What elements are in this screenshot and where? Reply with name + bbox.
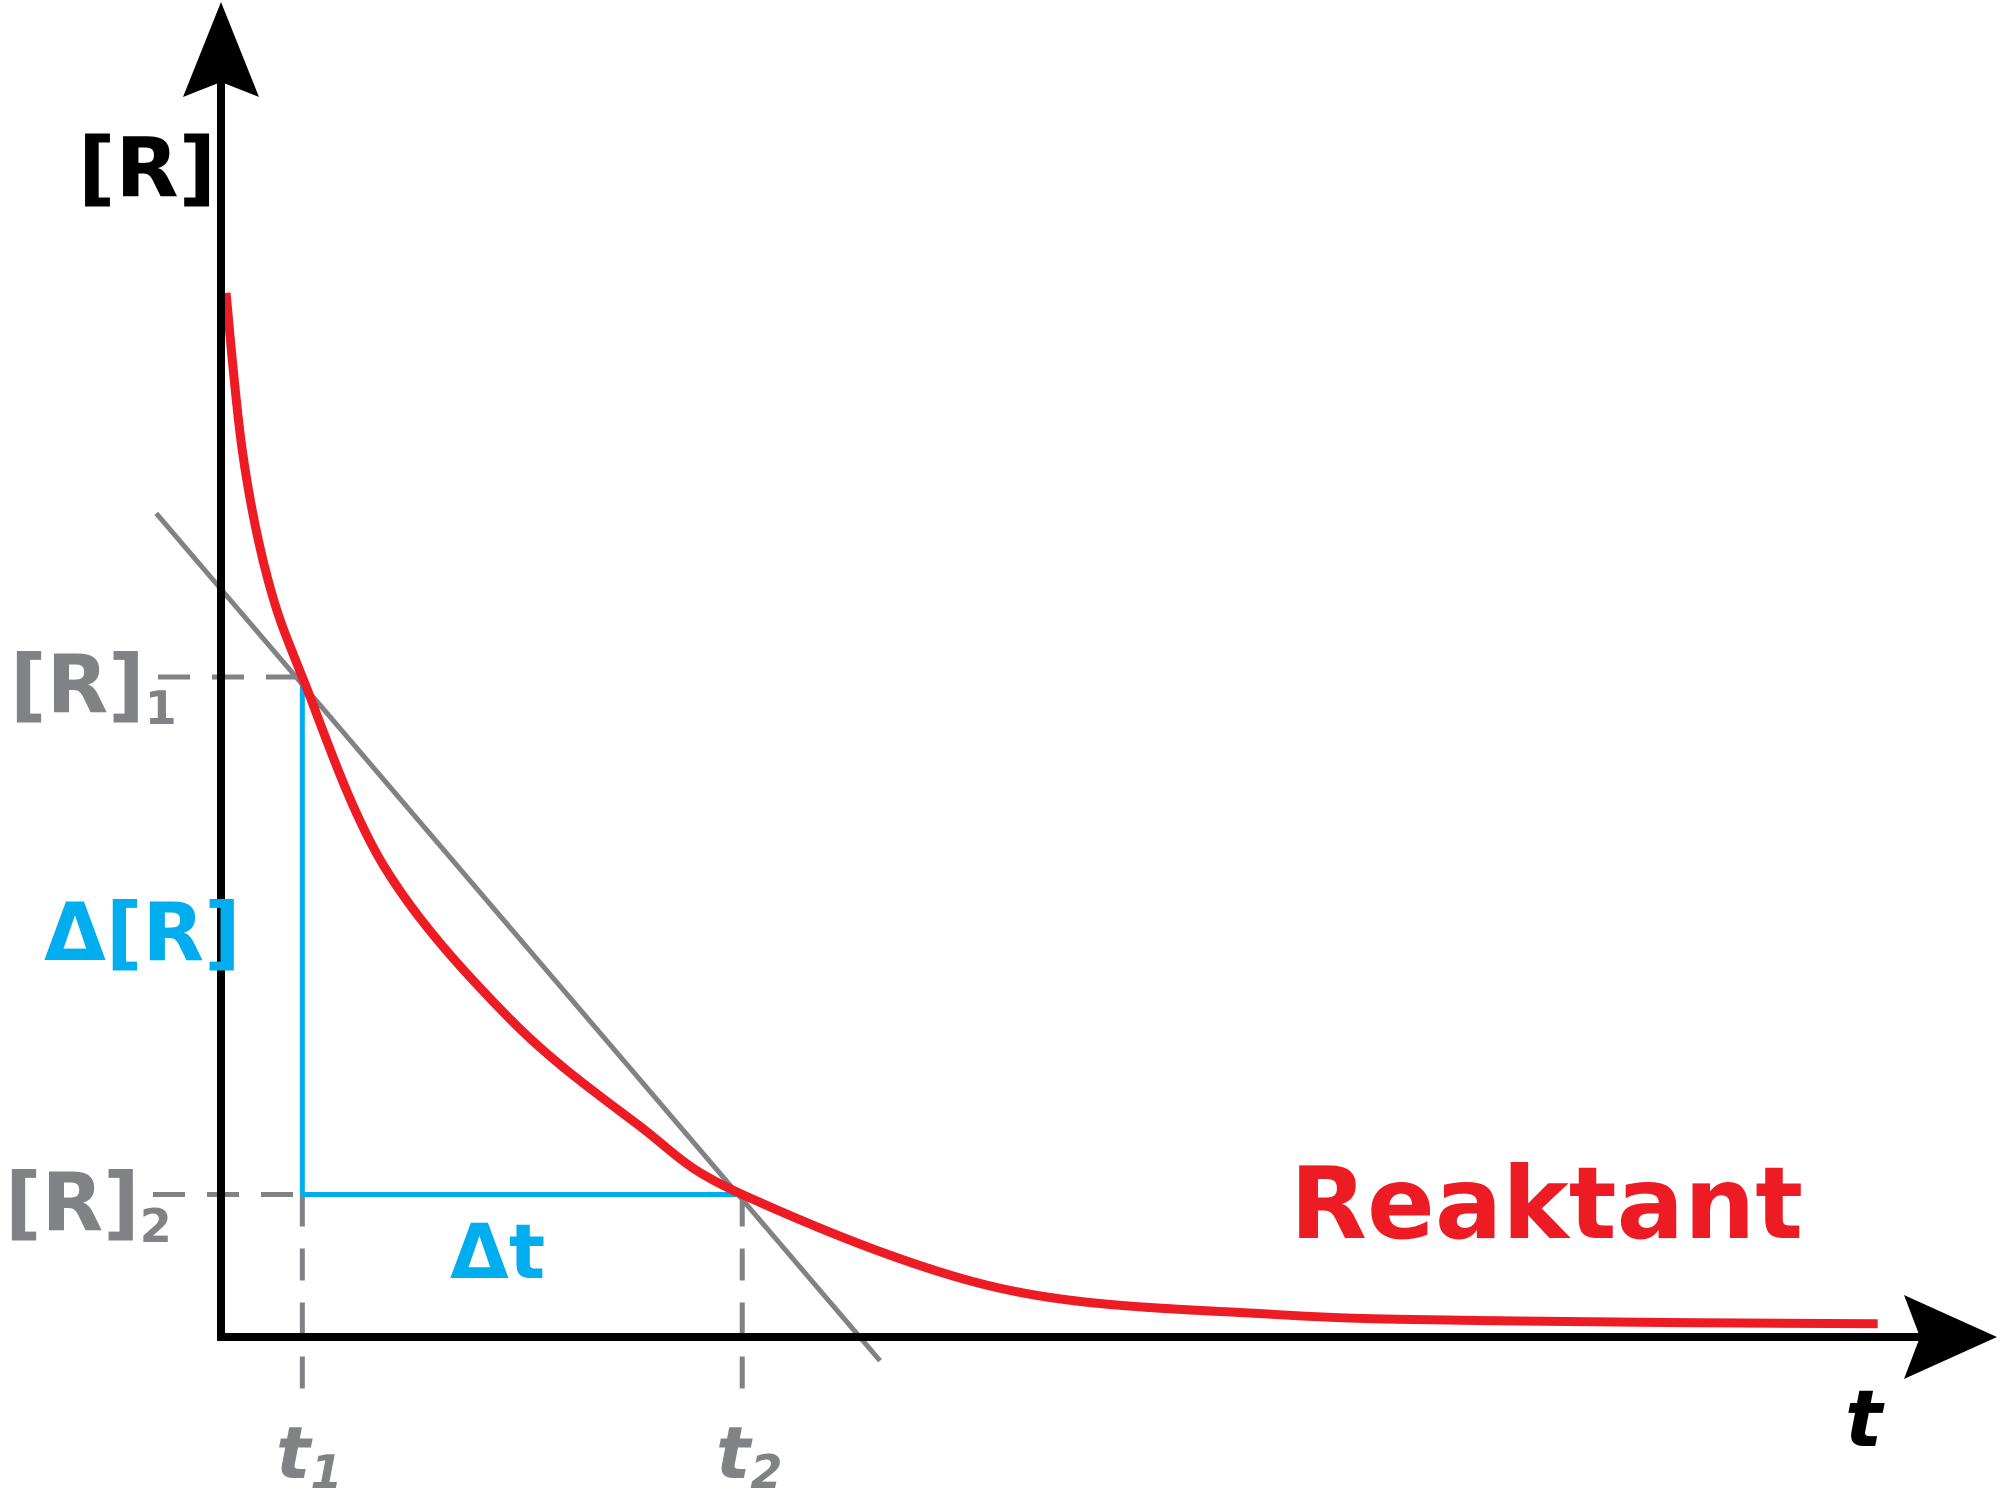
x-axis-label: t: [1845, 1375, 1885, 1465]
y-axis-label: [R]: [78, 121, 216, 216]
t1-label: t1: [276, 1411, 342, 1499]
r2-label: [R]2: [5, 1156, 172, 1253]
y-axis-arrow-icon: [183, 2, 259, 97]
t2-label: t2: [716, 1411, 782, 1499]
secant-line: [154, 511, 882, 1363]
delta-t-label: Δt: [450, 1207, 545, 1296]
delta-r-label: Δ[R]: [44, 886, 241, 979]
reaktant-curve: [221, 292, 1878, 1329]
series-label-reaktant: Reaktant: [1290, 1145, 1803, 1262]
r1-label: [R]1: [10, 638, 177, 735]
x-axis-arrow-icon: [1904, 1295, 1997, 1379]
